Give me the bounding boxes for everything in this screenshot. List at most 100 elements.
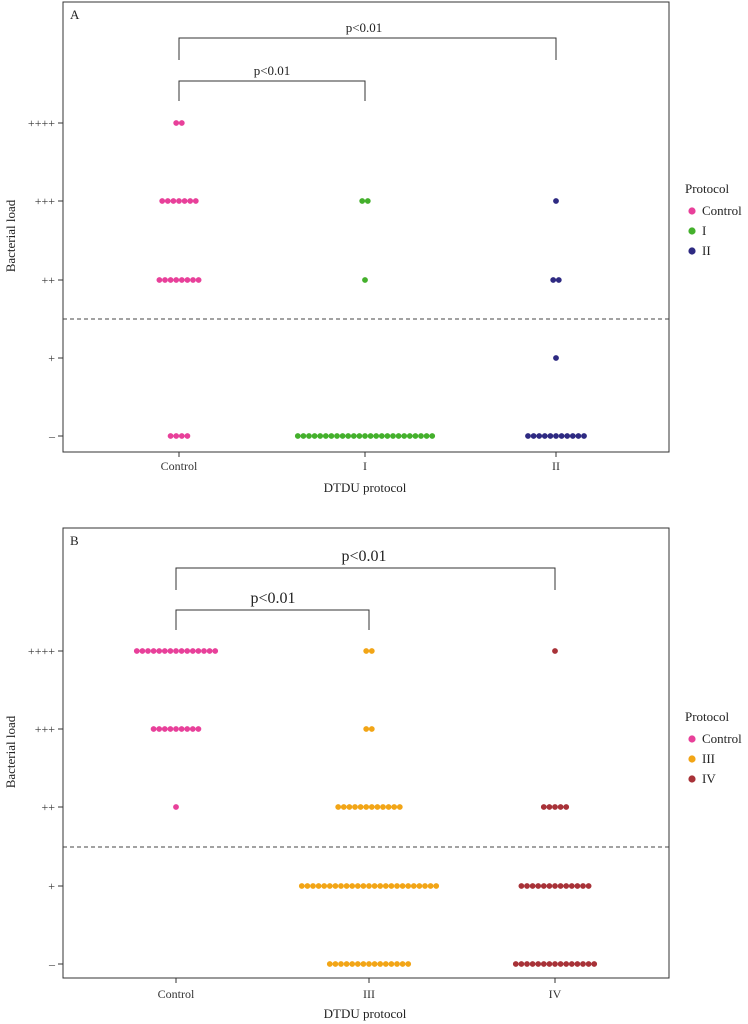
data-point-ii [547, 433, 554, 439]
data-point-iii [385, 804, 392, 810]
data-point-iii [357, 804, 364, 810]
data-point-control [181, 198, 188, 204]
data-point-i [345, 433, 352, 439]
data-point-control [195, 726, 202, 732]
data-point-control [150, 648, 157, 654]
legend-marker-control [688, 735, 696, 743]
data-point-ii [569, 433, 576, 439]
data-point-control [189, 648, 196, 654]
data-point-iv [563, 883, 570, 889]
data-point-iv [580, 883, 586, 889]
data-point-iv [535, 883, 542, 889]
y-tick-label: – [48, 957, 56, 971]
data-point-iii [427, 883, 434, 889]
legend-label: I [702, 223, 706, 238]
legend-label: II [702, 243, 711, 258]
data-point-control [173, 726, 179, 732]
data-point-iii [366, 961, 372, 967]
legend-marker-ii [688, 247, 696, 255]
data-point-iii [354, 961, 361, 967]
y-tick-label: – [48, 429, 56, 443]
data-point-ii [553, 198, 559, 204]
y-tick-label: + [48, 879, 55, 893]
data-point-iii [352, 804, 358, 810]
data-point-control [190, 277, 196, 283]
data-point-i [362, 433, 368, 439]
panel-label: A [70, 7, 80, 22]
legend-marker-i [688, 227, 696, 235]
y-tick-label: ++ [41, 273, 55, 287]
data-point-ii [575, 433, 582, 439]
data-point-iii [363, 804, 370, 810]
data-point-i [350, 433, 357, 439]
data-point-i [367, 433, 374, 439]
data-point-iii [349, 883, 356, 889]
data-point-i [395, 433, 402, 439]
data-point-i [300, 433, 307, 439]
data-point-iii [394, 883, 400, 889]
data-point-i [401, 433, 408, 439]
data-point-iii [340, 804, 347, 810]
data-point-control [167, 277, 174, 283]
data-point-iii [343, 883, 350, 889]
legend-label: IV [702, 771, 716, 786]
x-axis-title: DTDU protocol [324, 480, 407, 495]
data-point-ii [555, 277, 562, 283]
data-point-iii [304, 883, 311, 889]
data-point-iii [338, 961, 344, 967]
data-point-iii [388, 961, 395, 967]
data-point-iv [568, 883, 575, 889]
data-point-i [339, 433, 346, 439]
data-point-iii [343, 961, 350, 967]
data-point-i [362, 277, 368, 283]
data-point-iii [382, 961, 389, 967]
data-point-ii [558, 433, 565, 439]
data-point-control [156, 648, 163, 654]
significance-label: p<0.01 [346, 20, 383, 35]
data-point-iv [552, 804, 558, 810]
y-tick-label: ++ [41, 800, 55, 814]
data-point-iv [585, 883, 592, 889]
data-point-control [189, 726, 196, 732]
y-tick-label: +++ [35, 722, 56, 736]
data-point-i [429, 433, 436, 439]
x-tick-label: IV [549, 987, 562, 1001]
data-point-control [206, 648, 213, 654]
data-point-ii [550, 277, 557, 283]
panel-label: B [70, 533, 79, 548]
data-point-iii [416, 883, 423, 889]
data-point-iv [546, 883, 553, 889]
significance-label: p<0.01 [250, 590, 295, 607]
data-point-control [150, 726, 157, 732]
data-point-iii [433, 883, 440, 889]
data-point-i [359, 198, 366, 204]
data-point-control [184, 648, 191, 654]
data-point-ii [553, 433, 559, 439]
data-point-control [201, 648, 207, 654]
data-point-iv [524, 961, 530, 967]
data-point-iii [380, 804, 386, 810]
data-point-control [156, 277, 163, 283]
data-point-iii [338, 883, 344, 889]
data-point-control [212, 648, 219, 654]
data-point-iii [298, 883, 305, 889]
data-point-iii [399, 883, 406, 889]
significance-label: p<0.01 [341, 548, 386, 565]
significance-bracket [175, 567, 556, 590]
data-point-control [178, 277, 185, 283]
data-point-iv [580, 961, 586, 967]
data-point-i [423, 433, 430, 439]
data-point-i [406, 433, 413, 439]
data-point-i [322, 433, 329, 439]
data-point-control [184, 726, 191, 732]
data-point-control [156, 726, 163, 732]
significance-bracket [175, 609, 370, 630]
data-point-iii [310, 883, 316, 889]
data-point-control [184, 277, 191, 283]
data-point-iv [557, 883, 564, 889]
data-point-ii [581, 433, 587, 439]
data-point-control [164, 198, 171, 204]
data-point-ii [525, 433, 531, 439]
significance-label: p<0.01 [254, 63, 291, 78]
